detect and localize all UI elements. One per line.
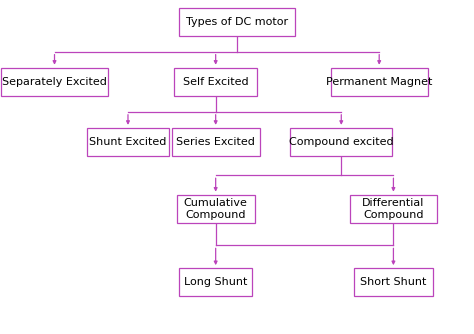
FancyBboxPatch shape	[179, 7, 295, 36]
FancyBboxPatch shape	[176, 194, 255, 223]
FancyBboxPatch shape	[174, 67, 257, 96]
Text: Differential
Compound: Differential Compound	[362, 198, 425, 219]
Text: Long Shunt: Long Shunt	[184, 277, 247, 287]
FancyBboxPatch shape	[331, 67, 428, 96]
FancyBboxPatch shape	[354, 268, 432, 297]
Text: Short Shunt: Short Shunt	[360, 277, 427, 287]
FancyBboxPatch shape	[172, 128, 260, 156]
FancyBboxPatch shape	[1, 67, 108, 96]
FancyBboxPatch shape	[349, 194, 437, 223]
Text: Shunt Excited: Shunt Excited	[89, 137, 167, 147]
Text: Permanent Magnet: Permanent Magnet	[326, 77, 432, 87]
Text: Compound excited: Compound excited	[289, 137, 393, 147]
Text: Separately Excited: Separately Excited	[2, 77, 107, 87]
Text: Types of DC motor: Types of DC motor	[186, 17, 288, 27]
Text: Series Excited: Series Excited	[176, 137, 255, 147]
FancyBboxPatch shape	[290, 128, 392, 156]
Text: Cumulative
Compound: Cumulative Compound	[184, 198, 247, 219]
FancyBboxPatch shape	[179, 268, 252, 297]
FancyBboxPatch shape	[86, 128, 170, 156]
Text: Self Excited: Self Excited	[183, 77, 248, 87]
